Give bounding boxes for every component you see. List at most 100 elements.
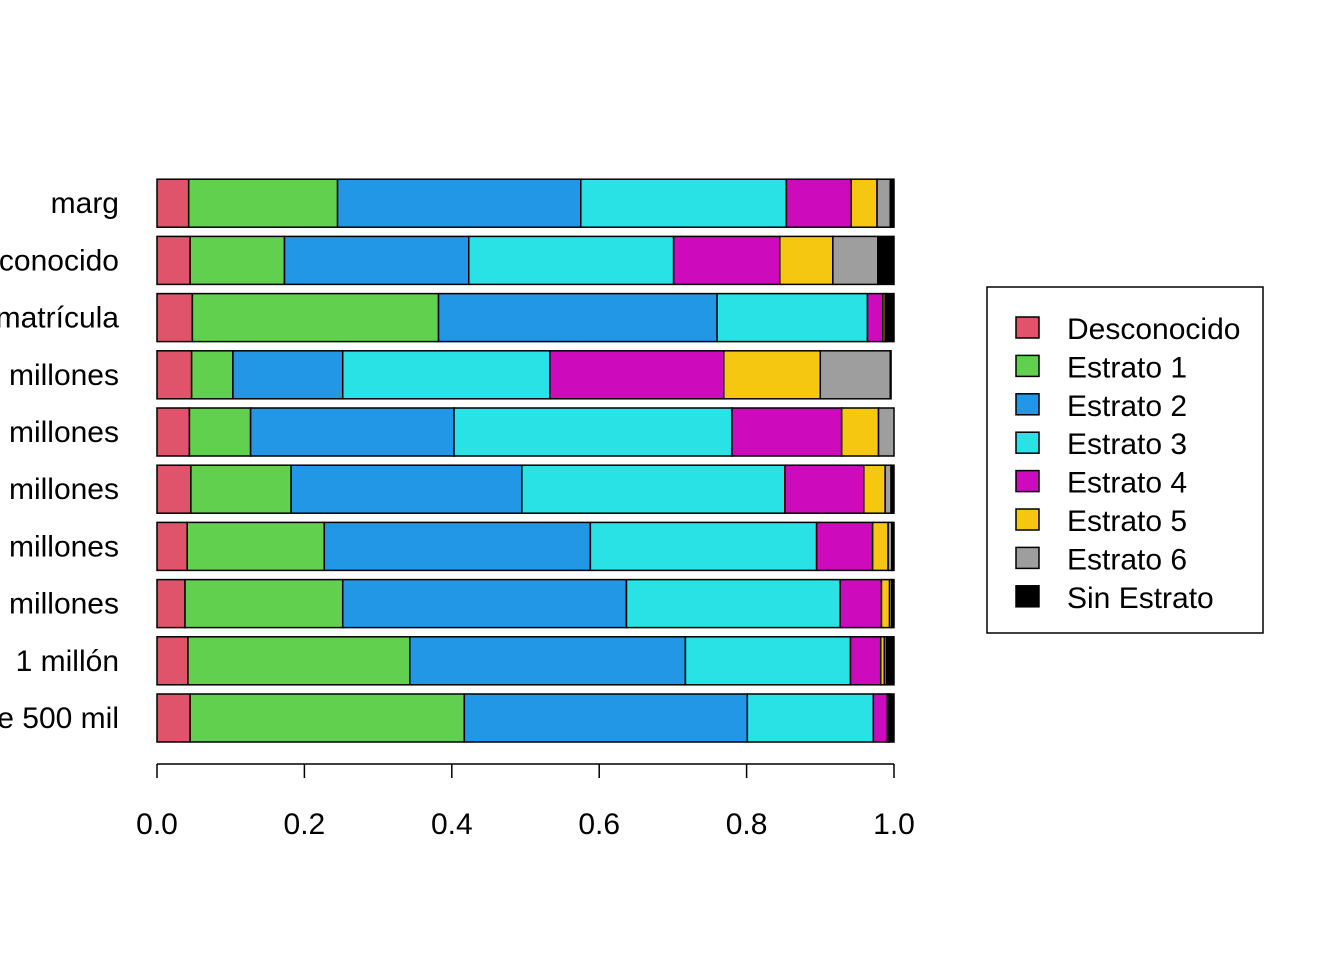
bar-segment-8-row-1 xyxy=(888,693,895,743)
bar-segment-5-row-2 xyxy=(849,636,882,686)
bar-segment-1-row-2 xyxy=(156,636,189,686)
bar-segment-8-row-2 xyxy=(885,636,895,686)
bar-segment-1-row-6 xyxy=(156,407,191,457)
bar-segment-7-row-9 xyxy=(832,235,879,286)
legend-swatch xyxy=(1015,431,1040,454)
bar-segment-4-row-4 xyxy=(589,521,818,572)
category-label: 1 millón xyxy=(16,645,119,678)
bar-segment-4-row-1 xyxy=(746,693,875,743)
legend-swatch xyxy=(1015,354,1040,378)
legend-swatch xyxy=(1015,393,1040,416)
bar-segment-4-row-10 xyxy=(580,178,788,228)
x-tick-label: 0.8 xyxy=(726,808,768,841)
legend-swatch xyxy=(1015,508,1040,531)
bar-segment-7-row-10 xyxy=(876,178,892,228)
x-tick-label: 0.0 xyxy=(136,808,178,841)
category-label: marg xyxy=(51,187,119,220)
legend-box xyxy=(986,286,1264,634)
bar-segment-7-row-6 xyxy=(877,407,895,457)
bar-segment-4-row-5 xyxy=(521,464,786,514)
bar-segment-2-row-1 xyxy=(189,693,466,743)
bar-segment-5-row-5 xyxy=(784,464,865,514)
bar-segment-4-row-6 xyxy=(453,407,733,457)
bar-segment-1-row-3 xyxy=(156,578,186,629)
x-tick-label: 1.0 xyxy=(873,808,915,841)
legend-label: Estrato 4 xyxy=(1067,467,1187,500)
legend-label: Estrato 3 xyxy=(1067,428,1187,461)
category-label: millones xyxy=(9,359,119,392)
bar-segment-2-row-3 xyxy=(184,578,344,629)
legend-label: Sin Estrato xyxy=(1067,582,1214,615)
legend-swatch xyxy=(1015,585,1040,608)
bar-segment-8-row-3 xyxy=(891,578,895,629)
legend-label: Estrato 6 xyxy=(1067,543,1187,576)
bar-segment-5-row-4 xyxy=(815,521,874,572)
bar-segment-3-row-5 xyxy=(290,464,523,514)
bar-segment-4-row-2 xyxy=(684,636,852,686)
bar-segment-6-row-4 xyxy=(871,521,889,572)
bar-segment-8-row-10 xyxy=(889,178,895,228)
category-label: e 500 mil xyxy=(0,702,119,735)
bar-segment-7-row-7 xyxy=(819,350,892,400)
plot-area xyxy=(156,178,895,743)
bar-segment-5-row-6 xyxy=(731,407,843,457)
category-label: matrícula xyxy=(0,302,119,335)
bar-segment-5-row-10 xyxy=(785,178,853,228)
bar-segment-2-row-10 xyxy=(187,178,339,228)
bar-segment-6-row-10 xyxy=(850,178,878,228)
bar-segment-1-row-4 xyxy=(156,521,188,572)
legend-label: Estrato 5 xyxy=(1067,505,1187,538)
legend-swatch xyxy=(1015,469,1040,493)
bar-segment-5-row-7 xyxy=(549,350,725,400)
category-labels: e 500 mil 1 millón millones millones millone… xyxy=(0,187,119,735)
category-label: millones xyxy=(9,588,119,621)
bar-segment-4-row-9 xyxy=(468,235,675,286)
bar-segment-3-row-3 xyxy=(341,578,628,629)
legend-label: Estrato 1 xyxy=(1067,351,1187,384)
bar-segment-8-row-9 xyxy=(877,235,895,286)
bar-segment-8-row-5 xyxy=(890,464,895,514)
bar-segment-1-row-8 xyxy=(156,292,194,343)
category-label: millones xyxy=(9,416,119,449)
bar-segment-4-row-8 xyxy=(716,292,869,343)
x-tick-label: 0.6 xyxy=(578,808,620,841)
bar-segment-5-row-3 xyxy=(839,578,883,629)
bar-segment-2-row-2 xyxy=(187,636,411,686)
bar-segment-7-row-5 xyxy=(884,464,892,514)
bar-segment-5-row-8 xyxy=(866,292,884,343)
bar-segment-1-row-1 xyxy=(156,693,191,743)
legend-swatch xyxy=(1015,546,1040,570)
bar-segment-6-row-6 xyxy=(840,407,880,457)
bar-segment-2-row-5 xyxy=(190,464,292,514)
category-label: millones xyxy=(9,473,119,506)
x-tick-label: 0.2 xyxy=(284,808,326,841)
bar-segment-3-row-4 xyxy=(323,521,592,572)
bar-segment-2-row-7 xyxy=(190,350,234,400)
category-label: conocido xyxy=(0,244,119,277)
bar-segment-3-row-6 xyxy=(249,407,455,457)
bar-segment-3-row-9 xyxy=(283,235,470,286)
bar-segment-3-row-8 xyxy=(437,292,718,343)
bar-segment-3-row-1 xyxy=(463,693,749,743)
bar-segment-6-row-7 xyxy=(723,350,822,400)
legend: Desconocido Estrato 1 Estrato 2 Estrato 3 Es… xyxy=(986,286,1264,634)
x-axis: 0.0 0.2 0.4 0.6 0.8 1.0 xyxy=(136,763,915,841)
bar-segment-1-row-5 xyxy=(156,464,192,514)
bar-segment-8-row-8 xyxy=(885,292,895,343)
bar-segment-8-row-7 xyxy=(889,350,892,400)
bar-segment-8-row-4 xyxy=(891,521,895,572)
bar-segment-2-row-6 xyxy=(188,407,252,457)
bar-segment-6-row-5 xyxy=(863,464,886,514)
bar-segment-2-row-4 xyxy=(186,521,326,572)
bar-segment-5-row-9 xyxy=(672,235,781,286)
bar-segment-3-row-2 xyxy=(409,636,687,686)
bar-segment-4-row-7 xyxy=(341,350,551,400)
legend-label: Desconocido xyxy=(1067,313,1240,346)
category-label: millones xyxy=(9,530,119,563)
bar-segment-4-row-3 xyxy=(625,578,841,629)
bar-segment-1-row-10 xyxy=(156,178,190,228)
bar-segment-1-row-7 xyxy=(156,350,193,400)
x-tick-label: 0.4 xyxy=(431,808,473,841)
bar-segment-3-row-7 xyxy=(232,350,344,400)
